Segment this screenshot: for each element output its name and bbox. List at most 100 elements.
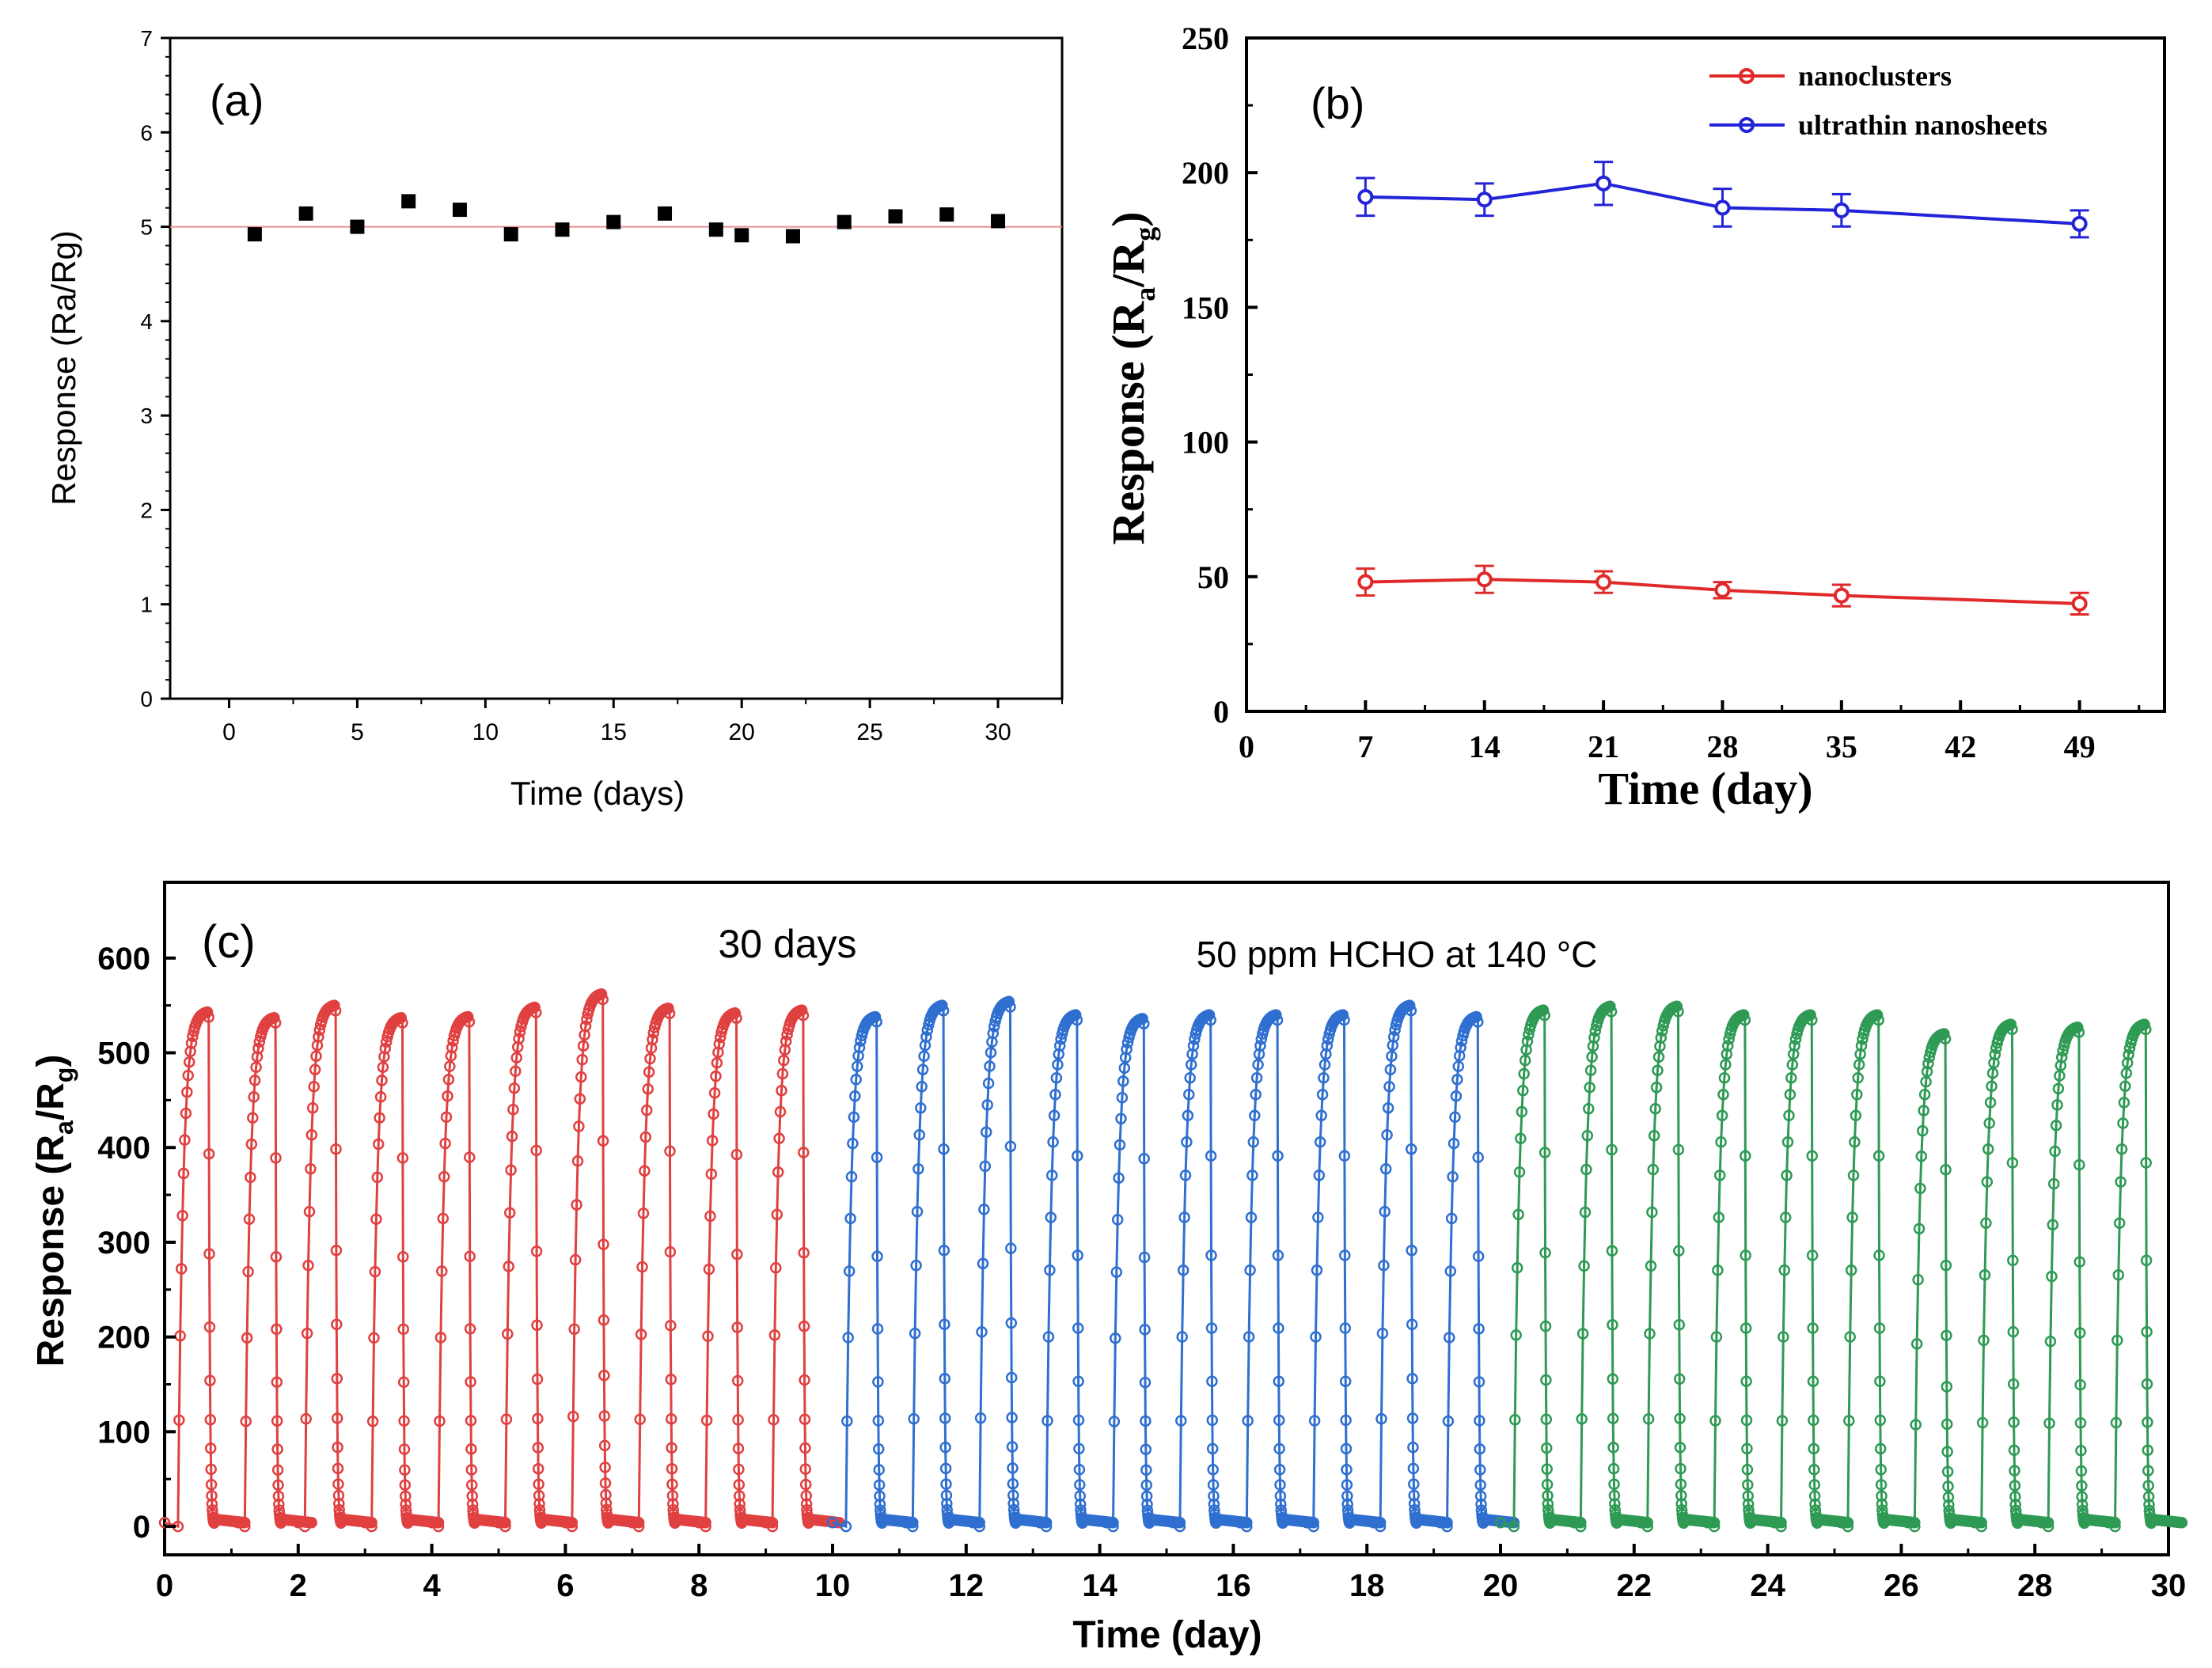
panel-c-data-point [1140, 1443, 1152, 1455]
panel-c-data-point [1984, 1097, 1997, 1109]
panel-c-data-point [732, 1414, 744, 1426]
panel-c-data-point [798, 1147, 810, 1158]
panel-c-data-point [644, 1052, 656, 1065]
panel-c-data-point [1781, 1136, 1794, 1148]
panel-c-data-point [1540, 1442, 1553, 1454]
panel-c-data-point [1407, 1441, 1419, 1454]
panel-c-data-point [245, 1171, 256, 1184]
panel-a-x-tick-label: 25 [856, 719, 882, 745]
panel-c-data-point [1341, 1479, 1353, 1491]
panel-c-data-point [1674, 1412, 1686, 1424]
panel-c-data-point [1405, 1004, 1417, 1017]
panel-a-y-tick-label: 5 [140, 215, 153, 240]
panel-c-data-point [398, 1415, 410, 1427]
panel-c-data-point [1717, 1089, 1729, 1101]
panel-c-data-point [1384, 1063, 1397, 1075]
panel-c-data-point [666, 1442, 677, 1454]
panel-c-data-point [1849, 1136, 1861, 1148]
panel-b-data-point [2071, 595, 2088, 612]
panel-c-data-point [437, 1212, 450, 1225]
panel-c-data-point [331, 1318, 343, 1331]
panel-c-data-point [305, 1129, 318, 1141]
panel-c-data-point [1941, 1418, 1953, 1431]
panel-c-data-point [706, 1135, 719, 1147]
panel-b-y-label-mid: /R [1102, 241, 1154, 288]
panel-c-data-point [849, 1090, 861, 1102]
panel-c-data-point [305, 1162, 317, 1175]
panel-c-data-point [826, 1517, 839, 1529]
panel-c-data-point [713, 1038, 726, 1050]
panel-c-data-point [2074, 1256, 2085, 1268]
panel-c-data-point [1494, 1517, 1507, 1529]
panel-a-data-point [247, 227, 262, 242]
panel-c-data-point [1673, 1373, 1686, 1385]
panel-c-data-point [203, 1248, 215, 1260]
panel-c-data-point [1843, 1415, 1855, 1427]
panel-c-data-point [1205, 1014, 1216, 1026]
panel-b-x-tick-label: 49 [2064, 729, 2096, 764]
panel-c-data-point [869, 1010, 882, 1023]
panel-c-data-point [1607, 1373, 1619, 1385]
panel-c-x-tick-label: 2 [290, 1568, 307, 1603]
panel-c-data-point [1183, 1089, 1195, 1101]
panel-c-data-point [916, 1063, 929, 1075]
panel-c-data-point [1981, 1176, 1994, 1188]
panel-c-data-point [438, 1170, 450, 1183]
panel-c-data-point [1383, 1080, 1395, 1093]
panel-c-data-point [1982, 1143, 1994, 1155]
panel-a-data-point [888, 209, 903, 224]
panel-c-data-point [182, 1069, 194, 1082]
panel-a-y-tick-label: 1 [140, 593, 153, 617]
panel-c-data-point [1339, 1322, 1352, 1334]
panel-c-data-point [1941, 1381, 1953, 1393]
panel-c-data-point [1107, 1520, 1119, 1533]
panel-c-data-point [369, 1265, 381, 1278]
panel-c-cycle-markers-0 [292, 999, 378, 1533]
panel-c-data-point [700, 1520, 711, 1533]
panel-c-data-point [1775, 1520, 1787, 1533]
panel-c-data-point [1673, 1245, 1685, 1257]
panel-c-data-point [298, 1520, 311, 1533]
panel-c-data-point [203, 1147, 215, 1160]
panel-b-data-point [1476, 571, 1493, 588]
panel-c-data-point [873, 1479, 886, 1491]
panel-c-data-point [2043, 1417, 2055, 1429]
panel-c-x-tick-label: 8 [690, 1568, 708, 1603]
panel-a-y-tick-label: 6 [140, 120, 153, 145]
panel-c-data-point [376, 1075, 388, 1086]
panel-c-data-point [2005, 1018, 2017, 1030]
panel-c-data-point [1646, 1206, 1658, 1219]
panel-c-data-point [1408, 1498, 1421, 1510]
panel-c-data-point [1007, 1489, 1019, 1501]
panel-a-data-point [785, 229, 800, 244]
panel-c-data-point [510, 1052, 522, 1064]
panel-c-data-point [636, 1260, 648, 1273]
panel-c-data-point [1575, 1520, 1587, 1533]
panel-c-data-point [1338, 1150, 1351, 1162]
panel-c-data-point [2115, 1143, 2128, 1155]
panel-c-data-point [907, 1520, 919, 1533]
panel-c-data-point [916, 1080, 928, 1093]
panel-c-x-tick-label: 0 [156, 1568, 173, 1603]
panel-c-data-point [1650, 1081, 1663, 1094]
panel-c-data-point [1541, 1478, 1554, 1491]
panel-c-data-point [436, 1265, 448, 1277]
panel-c-data-point [1873, 1249, 1885, 1261]
panel-c-data-point [271, 1464, 284, 1476]
panel-c-data-point [1273, 1464, 1286, 1476]
panel-c-data-point [665, 1412, 677, 1425]
panel-a-x-tick-label: 15 [601, 719, 627, 745]
panel-c-data-point [1242, 1415, 1254, 1427]
panel-c-data-point [569, 1253, 582, 1266]
panel-c-data-point [1942, 1491, 1955, 1503]
panel-c-data-point [1072, 1249, 1083, 1261]
panel-a-y-tick-label: 0 [140, 687, 153, 711]
panel-a-y-axis-label: Response (Ra/Rg) [45, 230, 82, 506]
panel-c-data-point [799, 1374, 810, 1386]
panel-c-data-point [1005, 1242, 1017, 1254]
panel-c-data-point [180, 1107, 192, 1120]
panel-c-data-point [1808, 1442, 1820, 1455]
panel-c-data-point [272, 1490, 285, 1503]
panel-b-data-point [2071, 215, 2088, 232]
panel-c-data-point [1441, 1520, 1453, 1533]
